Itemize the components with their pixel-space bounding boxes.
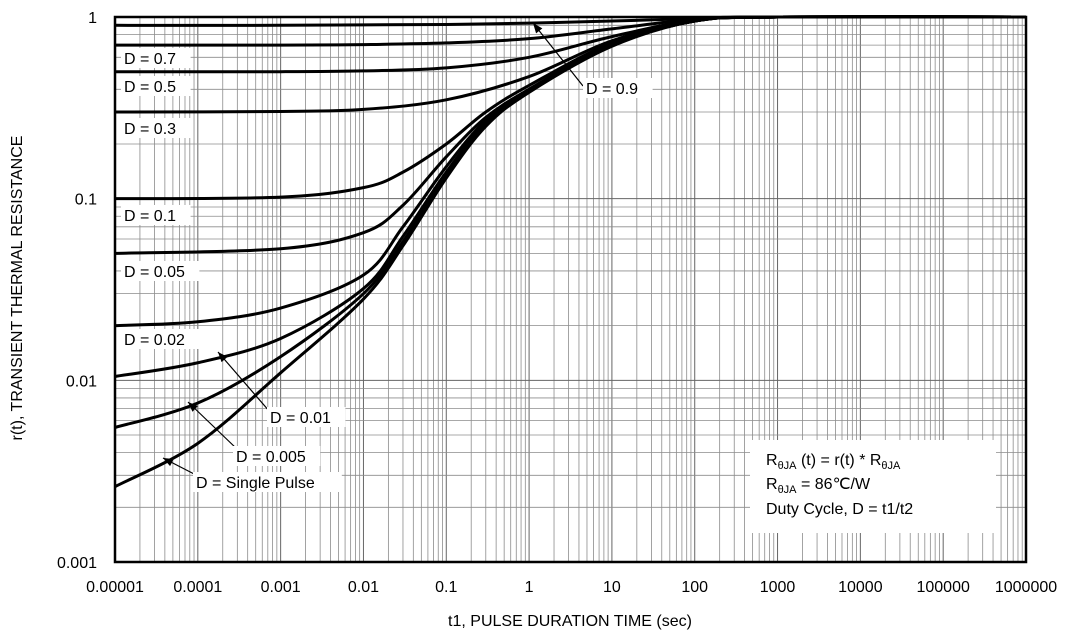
arrow-head	[533, 23, 543, 34]
x-axis-title: t1, PULSE DURATION TIME (sec)	[448, 613, 692, 630]
curve-label-0: D = 0.7	[121, 48, 191, 68]
curve-label-bg	[193, 472, 342, 492]
grid-lines	[114, 17, 1026, 563]
y-tick-label: 1	[88, 10, 97, 27]
x-tick-labels: 0.00001 0.0001 0.001 0.01 0.1 1 10 100 1000 10000…	[86, 579, 1057, 596]
y-tick-label: 0.1	[75, 192, 97, 209]
arrow-line	[187, 401, 239, 451]
curve-label-text: D = 0.3	[124, 121, 176, 138]
arrow	[217, 351, 271, 413]
curve-label-6: D = 0.9	[583, 78, 653, 98]
x-tick-label: 100000	[916, 579, 969, 596]
x-tick-label: 0.01	[348, 579, 379, 596]
curve-label-text: D = 0.5	[124, 79, 176, 96]
curve-label-2: D = 0.3	[121, 118, 191, 138]
y-tick-labels: 0.001 0.01 0.1 1	[57, 10, 97, 572]
curve-label-text: D = 0.9	[586, 81, 638, 98]
curve-label-bg	[121, 205, 191, 225]
y-axis-title: r(t), TRANSIENT THERMAL RESISTANCE	[9, 136, 26, 441]
x-tick-label: 100	[681, 579, 708, 596]
curve-label-text: D = 0.7	[124, 51, 176, 68]
annotation-arrows	[162, 22, 584, 477]
formula-box: RθJA (t) = r(t) * RθJA RθJA = 86℃/W Duty…	[750, 440, 996, 533]
x-tick-label: 10	[603, 579, 621, 596]
x-tick-label: 1	[525, 579, 534, 596]
x-tick-label: 1000000	[995, 579, 1057, 596]
curve-labels: D = 0.7 D = 0.5 D = 0.3 D = 0.1 D = 0.05 D = …	[121, 48, 653, 492]
arrow	[162, 457, 199, 477]
arrow	[532, 22, 584, 87]
y-tick-label: 0.01	[66, 373, 97, 390]
curve-label-bg	[121, 76, 191, 96]
arrow-head	[218, 352, 228, 363]
curve-label-9: D = Single Pulse	[193, 472, 342, 492]
arrow	[187, 401, 239, 451]
x-tick-label: 10000	[838, 579, 883, 596]
arrow-line	[217, 351, 271, 413]
x-tick-label: 0.001	[261, 579, 301, 596]
curve-label-bg	[267, 407, 346, 427]
formula-line-3: Duty Cycle, D = t1/t2	[766, 501, 913, 518]
curve-label-bg	[121, 261, 200, 281]
x-tick-label: 0.00001	[86, 579, 144, 596]
arrow-line	[532, 22, 584, 87]
curve-label-text: D = 0.1	[124, 208, 176, 225]
curve-label-4: D = 0.05	[121, 261, 200, 281]
plot-frame	[113, 15, 1028, 564]
curve-label-7: D = 0.01	[267, 407, 346, 427]
x-tick-label: 0.1	[435, 579, 457, 596]
arrow-head	[163, 458, 174, 467]
y-tick-label: 0.001	[57, 555, 97, 572]
curve-label-5: D = 0.02	[121, 329, 200, 349]
curve-label-text: D = 0.05	[124, 264, 185, 281]
curve-label-text: D = 0.02	[124, 332, 185, 349]
curve-label-bg	[583, 78, 653, 98]
curve-label-3: D = 0.1	[121, 205, 191, 225]
curve-label-text: D = 0.01	[270, 410, 331, 427]
curve-label-1: D = 0.5	[121, 76, 191, 96]
curve-label-bg	[121, 118, 191, 138]
x-tick-label: 1000	[760, 579, 796, 596]
arrow-head	[188, 402, 198, 412]
curve-label-bg	[121, 48, 191, 68]
curve-label-text: D = 0.005	[236, 449, 306, 466]
curve-label-text: D = Single Pulse	[196, 475, 315, 492]
curve-label-8: D = 0.005	[233, 446, 321, 466]
curve-label-bg	[233, 446, 321, 466]
formula-line-1: RθJA (t) = r(t) * RθJA	[766, 452, 901, 472]
formula-line-2: RθJA = 86℃/W	[766, 476, 871, 496]
curve-label-bg	[121, 329, 200, 349]
x-tick-label: 0.0001	[173, 579, 222, 596]
formula-box-frame	[750, 440, 996, 533]
